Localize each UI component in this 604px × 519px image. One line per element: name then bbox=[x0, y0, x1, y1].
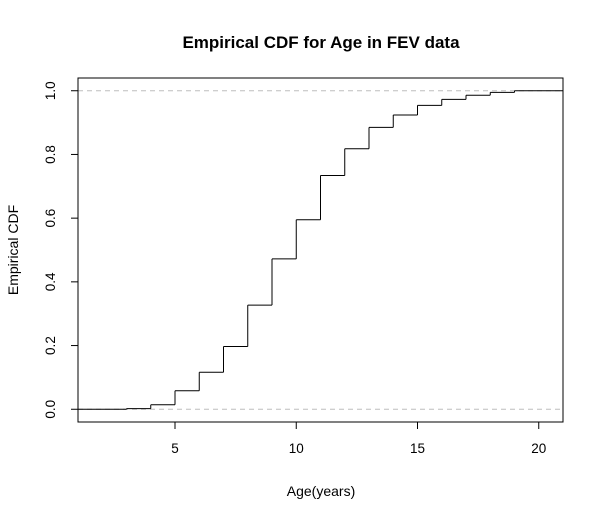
y-tick-label-2: 0.4 bbox=[43, 272, 58, 291]
x-tick-label-0: 5 bbox=[171, 441, 179, 456]
y-axis-label: Empirical CDF bbox=[5, 205, 21, 295]
x-axis-label: Age(years) bbox=[287, 483, 355, 499]
chart-title: Empirical CDF for Age in FEV data bbox=[182, 33, 460, 52]
y-tick-label-1: 0.2 bbox=[43, 336, 58, 355]
x-tick-label-1: 10 bbox=[289, 441, 304, 456]
y-axis: 0.0 0.2 0.4 0.6 0.8 1.0 bbox=[43, 81, 78, 419]
ecdf-step-line bbox=[78, 90, 563, 410]
x-tick-label-2: 15 bbox=[410, 441, 425, 456]
x-axis: 5 10 15 20 bbox=[171, 422, 546, 456]
y-tick-label-5: 1.0 bbox=[43, 81, 58, 100]
x-tick-label-3: 20 bbox=[531, 441, 546, 456]
plot-frame bbox=[77, 77, 564, 423]
y-tick-label-4: 0.8 bbox=[43, 145, 58, 164]
y-tick-label-0: 0.0 bbox=[43, 400, 58, 419]
reference-lines bbox=[78, 90, 563, 410]
y-tick-label-3: 0.6 bbox=[43, 209, 58, 228]
